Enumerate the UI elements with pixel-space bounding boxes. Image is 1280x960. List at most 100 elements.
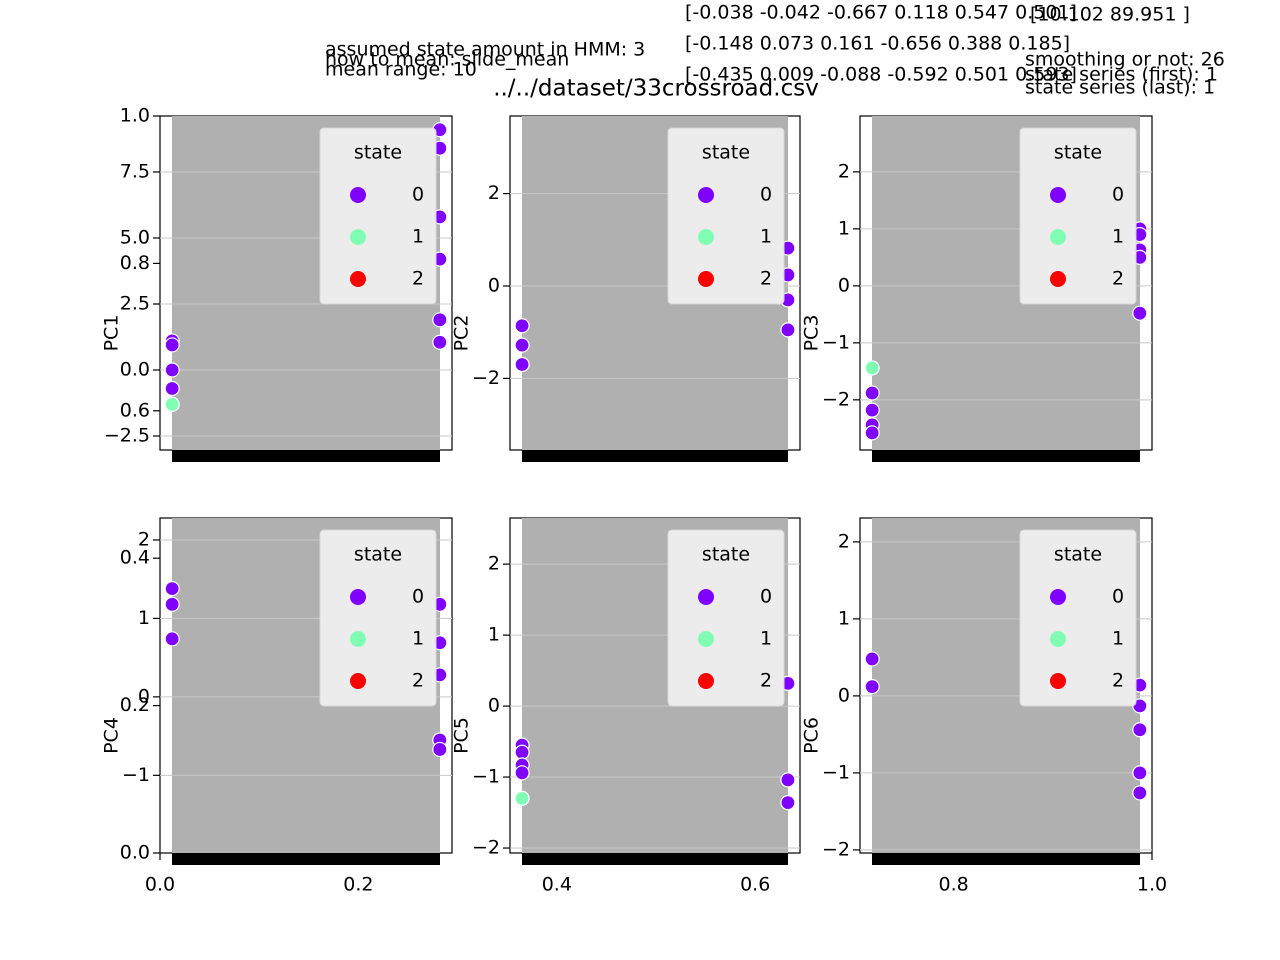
data-point (432, 334, 448, 350)
y-axis-label: PC4 (101, 717, 123, 754)
legend-marker (350, 187, 366, 203)
header-text: smoothing or not: 26 (1025, 49, 1225, 71)
header-text: [-0.435 0.009 -0.088 -0.592 0.501 0.593] (685, 64, 1077, 86)
legend-marker (1050, 229, 1066, 245)
legend-label: 1 (760, 628, 772, 650)
legend-marker (1050, 187, 1066, 203)
legend-marker (698, 271, 714, 287)
y-tick-label: 0 (488, 275, 500, 297)
data-point (864, 651, 880, 667)
header-text: state series (first): 1 (1025, 64, 1218, 86)
x-tick-label: 0.6 (740, 874, 770, 896)
data-point (164, 337, 180, 353)
legend-label: 2 (1112, 268, 1124, 290)
legend-box (667, 127, 785, 305)
data-point (1132, 785, 1148, 801)
data-point (164, 581, 180, 597)
data-point (780, 795, 796, 811)
data-point (514, 337, 530, 353)
header-text: [-0.148 0.073 0.161 -0.656 0.388 0.185] (685, 33, 1070, 55)
header-text: [-0.038 -0.042 -0.667 0.118 0.547 0.501] (685, 2, 1077, 24)
legend-box (319, 127, 437, 305)
legend-title: state (702, 142, 750, 164)
data-point (864, 679, 880, 695)
x-tick-label: 0.8 (938, 874, 968, 896)
legend-marker (350, 271, 366, 287)
data-point (514, 356, 530, 373)
legend-title: state (354, 544, 402, 566)
y-tick-label: −1 (122, 764, 150, 786)
data-point (864, 425, 880, 441)
y-tick-label: 2 (838, 530, 850, 552)
legend-label: 1 (760, 226, 772, 248)
legend-title: state (1054, 544, 1102, 566)
y-tick-label: −2 (822, 838, 850, 860)
legend-title: state (702, 544, 750, 566)
x-tick-label: 0.4 (542, 874, 572, 896)
y-tick-label: 1 (488, 624, 500, 646)
legend-marker (698, 229, 714, 245)
header-text: state series (last): 1 (1025, 77, 1215, 99)
data-point (514, 318, 530, 334)
y-tick-label: −2.5 (104, 425, 150, 447)
y-tick-label: 2 (488, 553, 500, 575)
y-tick-label: 1 (838, 217, 850, 239)
legend-label: 0 (760, 184, 772, 206)
x-tick-band (172, 450, 440, 462)
legend-label: 2 (760, 670, 772, 692)
y-tick-label: −1 (472, 766, 500, 788)
header-text: [10.102 89.951 ] (1030, 4, 1190, 26)
legend-label: 0 (760, 586, 772, 608)
y-tick-label: 0.8 (120, 252, 150, 274)
y-tick-label: 7.5 (120, 160, 150, 182)
y-tick-label: 0.0 (120, 842, 150, 864)
legend-label: 2 (412, 268, 424, 290)
y-tick-label: −1 (822, 761, 850, 783)
data-point (864, 385, 880, 401)
y-tick-label: 0.6 (120, 399, 150, 421)
data-point (164, 362, 180, 378)
legend-marker (1050, 673, 1066, 689)
y-tick-label: 2 (838, 160, 850, 182)
data-point (432, 312, 448, 328)
y-axis-label: PC1 (101, 315, 123, 352)
y-tick-label: 0 (488, 695, 500, 717)
legend-marker (698, 673, 714, 689)
header-text: mean range: 10 (325, 59, 477, 81)
data-point (514, 744, 530, 760)
legend-marker (698, 589, 714, 605)
data-point (1132, 765, 1148, 781)
y-axis-label: PC3 (801, 315, 823, 352)
x-tick-band (872, 450, 1140, 462)
legend-title: state (1054, 142, 1102, 164)
legend-marker (698, 631, 714, 647)
legend-marker (1050, 271, 1066, 287)
y-tick-label: 5.0 (120, 226, 150, 248)
y-tick-label: −2 (472, 367, 500, 389)
y-tick-label: −1 (822, 331, 850, 353)
legend-label: 1 (412, 226, 424, 248)
legend-box (319, 529, 437, 707)
y-tick-label: 1.0 (120, 105, 150, 127)
legend-label: 2 (760, 268, 772, 290)
y-tick-label: −2 (822, 388, 850, 410)
y-tick-label: 2 (138, 528, 150, 550)
legend-label: 1 (412, 628, 424, 650)
legend-label: 0 (1112, 586, 1124, 608)
y-tick-label: −2 (472, 837, 500, 859)
legend-marker (350, 229, 366, 245)
legend-label: 0 (412, 586, 424, 608)
legend-marker (350, 631, 366, 647)
legend-label: 1 (1112, 628, 1124, 650)
data-point (164, 396, 180, 412)
legend-marker (350, 589, 366, 605)
header-text: assumed state amount in HMM: 3 (325, 39, 645, 61)
x-tick-label: 0.2 (343, 874, 373, 896)
data-point (864, 360, 880, 376)
legend-marker (698, 187, 714, 203)
data-point (164, 631, 180, 647)
legend-marker (1050, 631, 1066, 647)
y-tick-label: 1 (138, 607, 150, 629)
